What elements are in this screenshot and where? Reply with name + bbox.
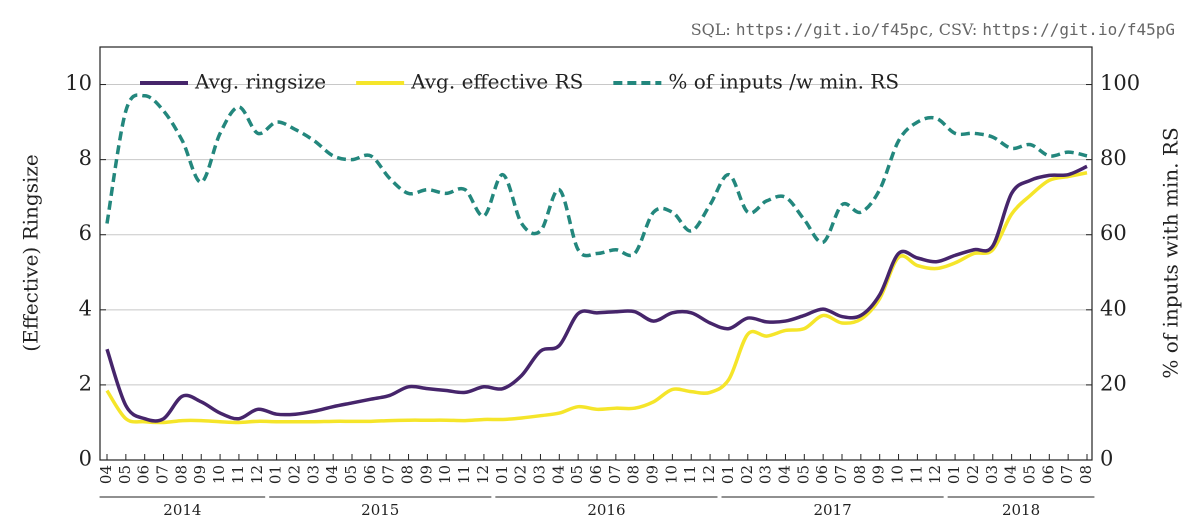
line (105, 164, 1088, 423)
annotation-url: https://git.io/f45pG (982, 20, 1175, 39)
x-tick-label: 11 (907, 465, 925, 484)
x-tick-label: 01 (267, 465, 285, 484)
x-tick-label: 10 (889, 465, 907, 484)
x-tick-label: 02 (512, 465, 530, 484)
y-tick-label: 8 (79, 146, 92, 170)
x-tick-label: 07 (154, 465, 172, 484)
x-tick-label: 10 (436, 465, 454, 484)
x-tick-label: 06 (813, 465, 831, 484)
legend-label: % of inputs /w min. RS (668, 70, 899, 94)
x-tick-label: 08 (851, 465, 869, 484)
y2-tick-label: 100 (1100, 71, 1140, 95)
y-tick-label: 2 (79, 371, 92, 395)
x-tick-label: 09 (644, 465, 662, 484)
annotation-url: https://git.io/f45pc (736, 20, 929, 39)
x-tick-label: 08 (1077, 465, 1095, 484)
year-label: 2018 (1002, 501, 1040, 519)
x-tick-label: 11 (455, 465, 473, 484)
x-tick-label: 01 (719, 465, 737, 484)
y2-tick-label: 80 (1100, 146, 1127, 170)
x-tick-label: 02 (964, 465, 982, 484)
x-tick-label: 11 (229, 465, 247, 484)
x-tick-label: 05 (116, 465, 134, 484)
x-tick-label: 03 (983, 465, 1001, 484)
x-tick-label: 02 (285, 465, 303, 484)
y2-axis-label: % of inputs with min. RS (1159, 127, 1183, 378)
y-tick-label: 6 (79, 221, 92, 245)
year-label: 2015 (361, 501, 399, 519)
x-tick-label: 07 (606, 465, 624, 484)
x-tick-label: 03 (757, 465, 775, 484)
x-tick-label: 09 (870, 465, 888, 484)
x-tick-label: 04 (97, 465, 115, 484)
x-tick-label: 01 (945, 465, 963, 484)
x-tick-label: 08 (172, 465, 190, 484)
x-tick-label: 10 (210, 465, 228, 484)
annotation: SQL: https://git.io/f45pc, CSV: https://… (691, 20, 1175, 39)
line (105, 171, 1088, 425)
y-tick-label: 4 (79, 296, 92, 320)
x-tick-label: 03 (304, 465, 322, 484)
x-tick-label: 01 (493, 465, 511, 484)
year-label: 2014 (163, 501, 201, 519)
y-axis-label: (Effective) Ringsize (19, 154, 43, 352)
year-label: 2016 (587, 501, 625, 519)
x-tick-label: 08 (625, 465, 643, 484)
legend-label: Avg. ringsize (194, 70, 326, 94)
line (105, 93, 1088, 258)
x-tick-label: 04 (1002, 465, 1020, 484)
x-tick-label: 11 (681, 465, 699, 484)
annotation-part: , CSV: (929, 20, 983, 39)
x-tick-label: 04 (323, 465, 341, 484)
x-tick-label: 09 (417, 465, 435, 484)
y2-tick-label: 20 (1100, 371, 1127, 395)
x-tick-label: 07 (380, 465, 398, 484)
x-tick-label: 06 (135, 465, 153, 484)
y-tick-label: 0 (79, 447, 92, 471)
legend-label: Avg. effective RS (410, 70, 583, 94)
x-tick-label: 05 (794, 465, 812, 484)
annotation-part: SQL: (691, 20, 736, 39)
y2-tick-label: 60 (1100, 221, 1127, 245)
x-tick-label: 07 (1058, 465, 1076, 484)
y-tick-label: 10 (65, 71, 92, 95)
x-tick-label: 04 (549, 465, 567, 484)
x-tick-label: 06 (361, 465, 379, 484)
plot-frame (99, 46, 1093, 461)
x-tick-label: 02 (738, 465, 756, 484)
x-tick-label: 07 (832, 465, 850, 484)
x-tick-label: 06 (1039, 465, 1057, 484)
x-tick-label: 04 (775, 465, 793, 484)
year-label: 2017 (813, 501, 851, 519)
x-tick-label: 08 (399, 465, 417, 484)
x-tick-label: 12 (248, 465, 266, 484)
x-tick-label: 09 (191, 465, 209, 484)
x-tick-label: 05 (568, 465, 586, 484)
x-tick-label: 12 (700, 465, 718, 484)
y2-tick-label: 40 (1100, 296, 1127, 320)
x-tick-label: 06 (587, 465, 605, 484)
y2-tick-label: 0 (1100, 447, 1113, 471)
x-tick-label: 10 (662, 465, 680, 484)
x-tick-label: 05 (342, 465, 360, 484)
x-tick-label: 12 (926, 465, 944, 484)
x-tick-label: 12 (474, 465, 492, 484)
x-tick-label: 05 (1020, 465, 1038, 484)
x-tick-label: 03 (530, 465, 548, 484)
